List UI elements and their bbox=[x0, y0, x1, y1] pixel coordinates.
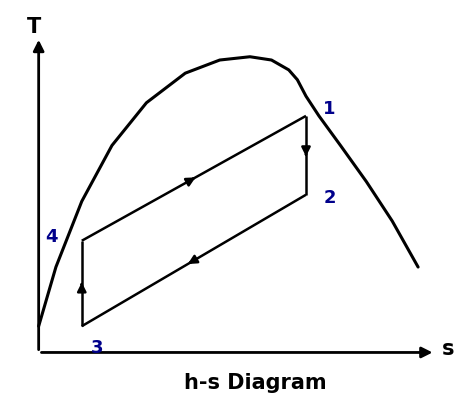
Text: 4: 4 bbox=[46, 228, 58, 246]
Text: 1: 1 bbox=[323, 100, 336, 118]
Text: T: T bbox=[27, 17, 41, 37]
Text: s: s bbox=[442, 339, 455, 359]
Text: 2: 2 bbox=[323, 189, 336, 207]
Text: h-s Diagram: h-s Diagram bbox=[184, 373, 327, 393]
Text: 3: 3 bbox=[91, 339, 103, 357]
